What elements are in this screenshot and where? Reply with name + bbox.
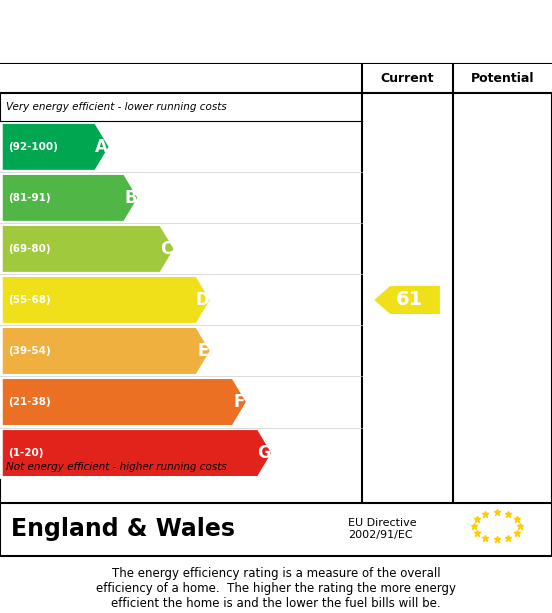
Polygon shape [374,286,440,314]
Text: The energy efficiency rating is a measure of the overall
efficiency of a home.  : The energy efficiency rating is a measur… [96,567,456,610]
Bar [0,376,362,427]
Text: Very energy efficient - lower running costs: Very energy efficient - lower running co… [6,102,226,112]
Text: (81-91): (81-91) [8,193,51,203]
Bar [0,326,362,376]
Text: (21-38): (21-38) [8,397,51,407]
Text: Potential: Potential [470,72,534,85]
Polygon shape [3,124,108,170]
Text: Energy Efficiency Rating: Energy Efficiency Rating [94,19,458,45]
Text: B: B [124,189,137,207]
Polygon shape [3,277,210,323]
Text: 61: 61 [396,291,423,310]
Text: (55-68): (55-68) [8,295,51,305]
Bar [0,64,552,93]
Text: (92-100): (92-100) [8,142,58,152]
Bar [0,427,362,479]
Polygon shape [3,226,173,272]
Text: (1-20): (1-20) [8,448,44,458]
Bar [0,275,362,326]
Text: Not energy efficient - higher running costs: Not energy efficient - higher running co… [6,462,226,471]
Bar [0,121,362,172]
Bar [0,223,362,275]
Text: (39-54): (39-54) [8,346,51,356]
Text: G: G [257,444,271,462]
Polygon shape [3,175,137,221]
Polygon shape [3,379,246,425]
Text: D: D [196,291,210,309]
Polygon shape [3,430,271,476]
Text: Current: Current [380,72,434,85]
Text: E: E [197,342,209,360]
Text: (69-80): (69-80) [8,244,51,254]
Text: EU Directive
2002/91/EC: EU Directive 2002/91/EC [348,519,416,540]
Text: C: C [161,240,173,258]
Bar [0,172,362,223]
Bar [0,503,552,555]
Text: F: F [233,393,245,411]
Text: A: A [95,138,108,156]
Text: England & Wales: England & Wales [11,517,235,541]
Polygon shape [3,328,210,374]
